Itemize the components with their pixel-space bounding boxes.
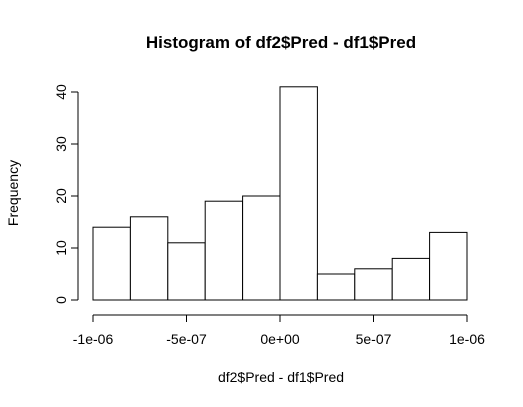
x-tick-label: -5e-07 bbox=[166, 331, 207, 347]
x-tick-label: 0e+00 bbox=[260, 331, 300, 347]
y-tick-label: 20 bbox=[53, 188, 69, 204]
histogram-bar bbox=[242, 195, 281, 301]
x-axis-label: df2$Pred - df1$Pred bbox=[218, 369, 344, 385]
histogram-bar bbox=[316, 273, 356, 301]
y-axis: 0 10 20 30 40 bbox=[53, 84, 79, 304]
histogram-bar bbox=[167, 242, 206, 301]
histogram-bar bbox=[429, 231, 468, 301]
histogram-bar bbox=[279, 86, 318, 301]
y-tick-label: 10 bbox=[53, 240, 69, 256]
x-axis: -1e-06 -5e-07 0e+00 5e-07 1e-06 bbox=[73, 314, 485, 347]
chart-title: Histogram of df2$Pred - df1$Pred bbox=[146, 33, 416, 52]
histogram-bar bbox=[204, 200, 244, 301]
y-tick-label: 0 bbox=[53, 296, 69, 304]
y-tick-label: 30 bbox=[53, 136, 69, 152]
y-tick-label: 40 bbox=[53, 84, 69, 100]
histogram-bar bbox=[92, 226, 131, 301]
histogram-bar bbox=[391, 257, 431, 301]
histogram-bar bbox=[354, 268, 393, 301]
x-tick-label: 5e-07 bbox=[356, 331, 392, 347]
y-axis-label: Frequency bbox=[5, 160, 21, 226]
x-tick-label: 1e-06 bbox=[449, 331, 485, 347]
histogram-bar bbox=[129, 216, 169, 301]
x-tick-label: -1e-06 bbox=[73, 331, 114, 347]
bars-group bbox=[92, 86, 468, 301]
